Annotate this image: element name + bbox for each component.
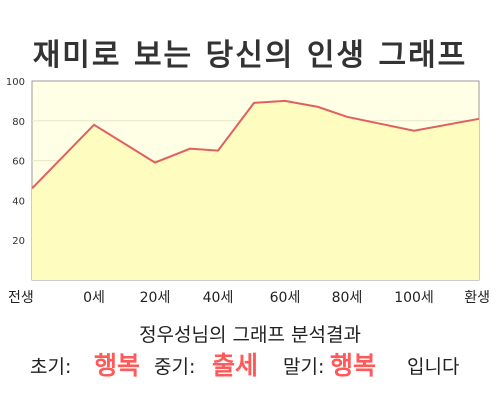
x-tick-label: 환생 (464, 290, 490, 306)
x-tick-label: 40세 (203, 290, 234, 306)
x-tick-label: 20세 (140, 290, 171, 306)
result-title: 정우성님의 그래프 분석결과 (139, 324, 361, 346)
y-tick-label: 60 (12, 157, 25, 168)
x-tick-labels: 전생 0세 20세 40세 60세 80세 100세 환생 (8, 290, 490, 306)
y-tick-label: 100 (6, 77, 25, 88)
y-tick-label: 40 (12, 196, 25, 207)
middle-value: 출세 (212, 351, 259, 380)
result-summary: 초기: 행복 중기: 출세 말기: 행복 입니다 (0, 344, 500, 384)
y-tick-label: 20 (12, 236, 25, 247)
chart-title: 재미로 보는 당신의 인생 그래프 (32, 38, 468, 73)
early-value: 행복 (94, 351, 141, 380)
x-tick-label: 전생 (8, 290, 34, 306)
y-tick-label: 80 (12, 117, 25, 128)
y-tick-labels: 20 40 60 80 100 (6, 77, 25, 247)
area-fill (32, 100, 479, 281)
series-line (31, 99, 480, 190)
x-tick-label: 100세 (394, 290, 434, 306)
x-tick-label: 80세 (332, 290, 363, 306)
result-suffix: 입니다 (407, 356, 460, 378)
early-label: 초기: (30, 356, 72, 378)
x-tick-label: 0세 (83, 290, 105, 306)
late-label: 말기: (283, 356, 325, 378)
x-tick-label: 60세 (270, 290, 301, 306)
middle-label: 중기: (154, 356, 196, 378)
late-value: 행복 (330, 351, 377, 380)
